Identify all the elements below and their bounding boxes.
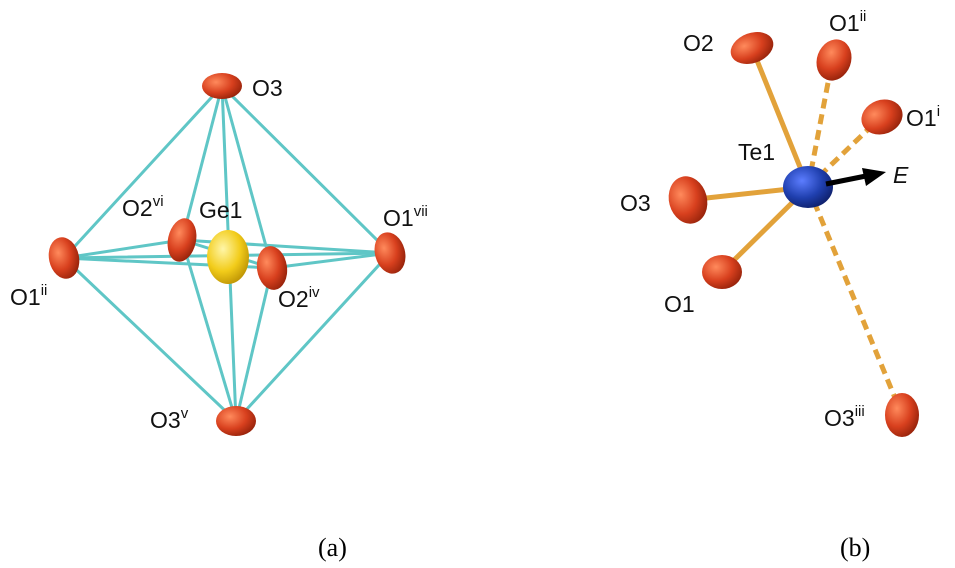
label-o3: O3	[620, 190, 651, 216]
oxygen-atom-o3-top	[202, 73, 242, 99]
oxygen-atom-o1	[702, 255, 742, 289]
germanium-atom	[207, 230, 249, 284]
oxygen-atom-o1-ii	[48, 237, 80, 279]
label-o1-ii: O1ii	[10, 282, 47, 310]
label-o3-top: O3	[252, 75, 283, 101]
caption-b: (b)	[840, 533, 870, 562]
oxygen-atom-o1-i	[861, 99, 903, 135]
caption-a: (a)	[318, 533, 347, 562]
oxygen-atom-o1-vii	[374, 232, 406, 274]
oxygen-atom-o1-ii	[816, 39, 852, 81]
label-te1: Te1	[738, 139, 775, 165]
label-o1-i: O1i	[906, 103, 940, 131]
tellurium-atom	[783, 166, 833, 208]
label-o3-iii: O3iii	[824, 403, 865, 431]
label-o1: O1	[664, 291, 695, 317]
oxygen-atom-o3-iii	[885, 393, 919, 437]
oxygen-atom-o2-iv	[256, 246, 288, 290]
label-o3-v: O3v	[150, 405, 189, 433]
panel-b-te-coordination: O2 O1ii O1i Te1 E O3 O1 O3iii (b)	[620, 8, 940, 562]
label-ge1: Ge1	[199, 197, 242, 223]
oxygen-atom-o2	[730, 32, 774, 64]
label-o2-iv: O2iv	[278, 284, 320, 312]
oxygen-atom-o2-vi	[167, 218, 197, 262]
electric-field-arrow	[825, 168, 886, 187]
label-o1-vii: O1vii	[383, 203, 428, 231]
label-o1-ii-b: O1ii	[829, 8, 866, 36]
oxygen-atom-o3	[668, 176, 708, 224]
label-o2-vi: O2vi	[122, 193, 164, 221]
label-o2: O2	[683, 30, 714, 56]
oxygen-atom-o3-v	[216, 406, 256, 436]
panel-a-octahedron: O3 O2vi Ge1 O1vii O1ii O2iv O3v (a)	[10, 73, 428, 562]
label-field-e: E	[893, 162, 909, 188]
